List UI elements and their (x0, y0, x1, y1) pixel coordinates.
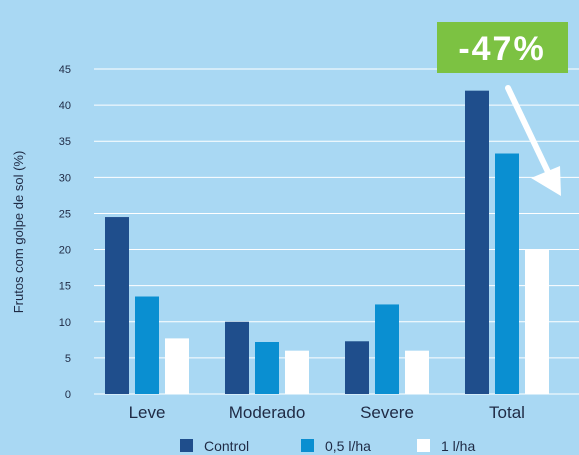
y-tick-label: 35 (59, 136, 71, 148)
legend: Control 0,5 l/ha 1 l/ha (180, 438, 475, 454)
bar (465, 90, 489, 395)
legend-swatch (417, 439, 430, 452)
x-category-label: Severe (360, 403, 414, 422)
x-category-label: Leve (129, 403, 166, 422)
y-tick-label: 45 (59, 64, 71, 76)
bar (165, 338, 189, 394)
x-category-label: Moderado (229, 403, 306, 422)
legend-label: Control (204, 438, 249, 454)
legend-swatch (301, 439, 314, 452)
legend-label: 1 l/ha (441, 438, 475, 454)
bar (405, 350, 429, 394)
bar (135, 296, 159, 394)
y-tick-label: 20 (59, 245, 71, 257)
bar (285, 350, 309, 394)
y-axis-ticks: 0 5 10 15 20 25 30 35 40 45 (59, 64, 71, 401)
bar (345, 341, 369, 394)
y-axis-title: Frutos com golpe de sol (%) (11, 151, 26, 314)
arrow-head (531, 166, 561, 196)
y-tick-label: 10 (59, 317, 71, 329)
y-tick-label: 30 (59, 172, 71, 184)
legend-swatch (180, 439, 193, 452)
y-tick-label: 15 (59, 281, 71, 293)
arrow-line (505, 85, 551, 175)
y-tick-label: 25 (59, 208, 71, 220)
legend-label: 0,5 l/ha (325, 438, 371, 454)
x-category-label: Total (489, 403, 525, 422)
bar (225, 321, 249, 394)
y-tick-label: 5 (65, 353, 71, 365)
bars (105, 90, 549, 395)
bar (495, 153, 519, 394)
y-tick-label: 40 (59, 100, 71, 112)
reduction-badge (437, 22, 568, 73)
category-labels: Leve Moderado Severe Total (129, 403, 525, 422)
bar (525, 249, 549, 394)
y-tick-label: 0 (65, 389, 71, 401)
bar (255, 342, 279, 394)
bar (375, 304, 399, 394)
reduction-annotation: -47% (437, 22, 568, 196)
bar (105, 217, 129, 394)
reduction-badge-label: -47% (458, 30, 545, 68)
